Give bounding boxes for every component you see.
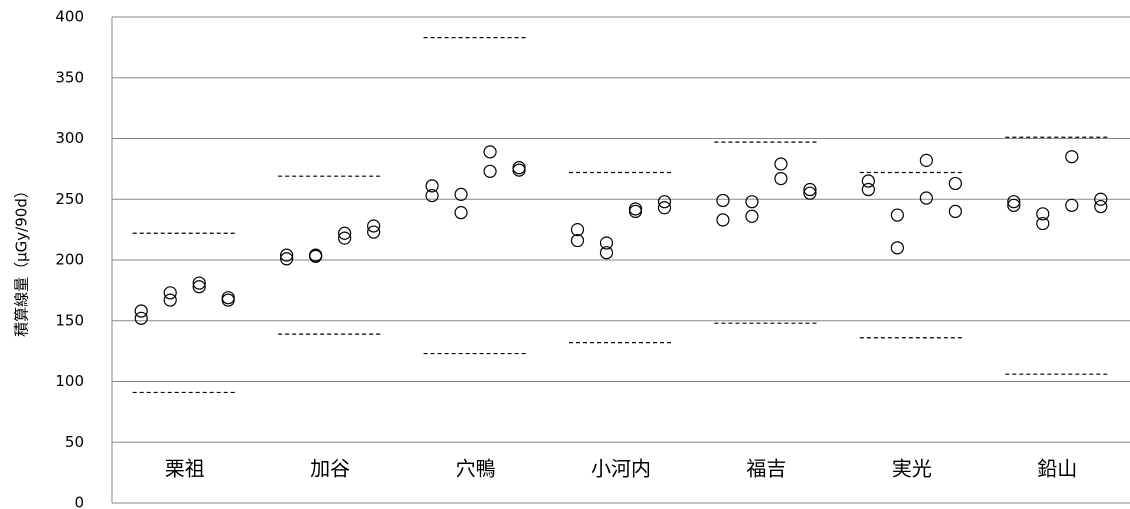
y-tick-label: 250 [55, 190, 84, 208]
data-point [657, 195, 672, 209]
category-label: 鉛山 [1037, 457, 1077, 481]
data-point [483, 145, 497, 159]
data-point [628, 204, 643, 218]
data-point [134, 304, 148, 318]
data-point [512, 161, 526, 175]
data-point [599, 246, 614, 260]
category-label: 福吉 [746, 457, 786, 481]
data-point [745, 195, 759, 209]
data-point [1036, 216, 1050, 231]
data-point [774, 171, 788, 186]
data-point [861, 174, 875, 188]
category-label: 加谷 [310, 457, 350, 481]
y-tick-label: 300 [55, 129, 84, 147]
data-point [570, 223, 585, 237]
data-point [570, 233, 585, 248]
data-point [1065, 150, 1079, 164]
y-axis-label: 積算線量（μGy/90d） [13, 183, 31, 337]
data-point [1036, 207, 1050, 221]
data-point [1007, 198, 1021, 212]
data-point [919, 153, 933, 167]
y-tick-label: 0 [74, 494, 84, 509]
data-point [803, 186, 817, 200]
data-point [919, 191, 933, 205]
y-tick-label: 150 [55, 311, 84, 329]
data-point [221, 293, 235, 307]
data-point [192, 276, 206, 290]
data-point [1065, 198, 1079, 212]
category-label: 栗祖 [165, 457, 205, 481]
data-point [454, 206, 468, 220]
y-tick-label: 100 [55, 372, 84, 390]
data-point [338, 231, 352, 245]
data-point [628, 202, 643, 216]
data-point [716, 213, 730, 227]
data-point [454, 187, 468, 201]
category-label: 穴鴨 [456, 457, 496, 481]
data-point [774, 157, 788, 171]
data-point [890, 241, 904, 255]
data-point [512, 163, 526, 177]
category-label: 実光 [892, 457, 932, 481]
data-point [280, 248, 294, 262]
data-point [599, 236, 614, 250]
data-point [163, 293, 177, 307]
data-point [221, 291, 235, 305]
data-point [948, 204, 962, 218]
category-label: 小河内 [591, 457, 651, 481]
data-point [134, 311, 148, 325]
data-point [338, 226, 352, 240]
data-point [425, 179, 439, 193]
y-tick-label: 350 [55, 68, 84, 86]
data-point [163, 286, 177, 300]
data-point [803, 182, 817, 197]
data-point [716, 193, 730, 208]
data-point [1094, 199, 1108, 214]
data-point [367, 219, 381, 233]
y-tick-label: 400 [55, 8, 84, 26]
data-point [425, 189, 439, 203]
data-point [192, 280, 206, 294]
data-point [890, 208, 904, 222]
y-tick-label: 50 [65, 433, 84, 451]
data-point [948, 176, 962, 191]
data-point [861, 182, 875, 197]
data-point [1007, 195, 1021, 209]
data-point [367, 225, 381, 239]
data-point [745, 209, 759, 223]
data-point [483, 164, 497, 178]
data-point [1094, 192, 1108, 206]
data-point [309, 249, 323, 263]
y-tick-label: 200 [55, 251, 84, 269]
data-point [657, 201, 672, 215]
data-point [280, 252, 294, 266]
